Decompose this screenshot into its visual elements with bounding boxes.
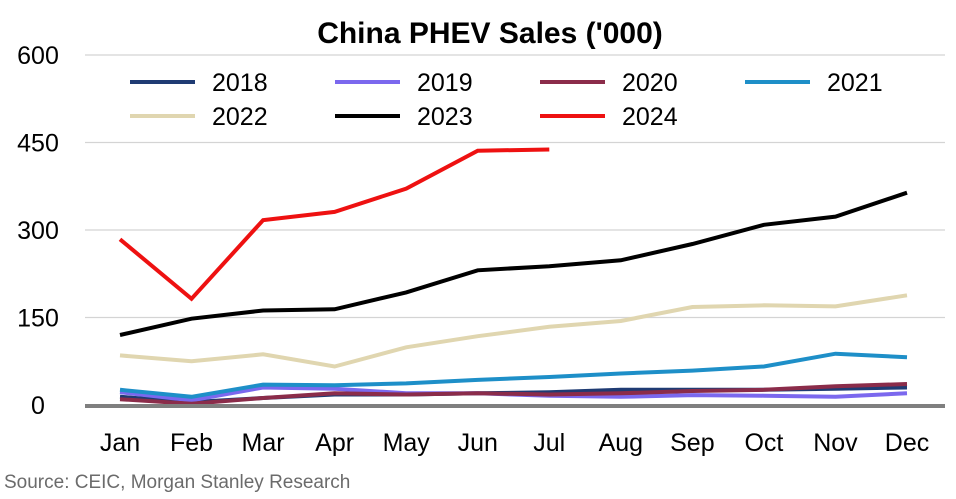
legend-item-2018: 2018 <box>130 69 268 97</box>
legend-item-2022: 2022 <box>130 103 268 131</box>
x-tick-label: May <box>383 429 431 457</box>
x-tick-label: Jun <box>458 429 498 457</box>
legend-item-2019: 2019 <box>335 69 473 97</box>
x-axis-ticks: Jan Feb Mar Apr May Jun Jul Aug Sep Oct Nov Dec <box>100 429 929 457</box>
legend-label: 2024 <box>622 103 678 131</box>
x-tick-label: Jul <box>533 429 565 457</box>
x-tick-label: Mar <box>242 429 285 457</box>
series-line-2024 <box>118 147 550 302</box>
legend-item-2021: 2021 <box>745 69 883 97</box>
legend-label: 2022 <box>212 103 268 131</box>
y-tick-label: 0 <box>31 392 45 420</box>
y-tick-label: 300 <box>17 217 59 245</box>
legend-label: 2018 <box>212 69 268 97</box>
y-tick-label: 450 <box>17 130 59 158</box>
x-tick-label: Jan <box>100 429 140 457</box>
y-axis-ticks: 0 150 300 450 600 <box>17 42 59 420</box>
legend-label: 2020 <box>622 69 678 97</box>
gridlines <box>85 54 945 319</box>
legend-item-2020: 2020 <box>540 69 678 97</box>
y-tick-label: 600 <box>17 42 59 70</box>
series-line-2020 <box>119 382 908 406</box>
legend-label: 2021 <box>827 69 883 97</box>
legend-label: 2023 <box>417 103 473 131</box>
line-chart: China PHEV Sales ('000) 0 150 300 450 600 Ja… <box>17 17 945 457</box>
series-line-2022 <box>119 293 908 369</box>
x-tick-label: Oct <box>744 429 783 457</box>
x-tick-label: Dec <box>885 429 929 457</box>
x-tick-label: Feb <box>170 429 213 457</box>
series-lines <box>118 147 908 406</box>
source-note: Source: CEIC, Morgan Stanley Research <box>4 472 351 493</box>
legend-item-2024: 2024 <box>540 103 678 131</box>
series-line-2023 <box>119 190 908 337</box>
legend-label: 2019 <box>417 69 473 97</box>
x-tick-label: Sep <box>670 429 714 457</box>
series-line-2021 <box>119 351 908 399</box>
x-tick-label: Apr <box>315 429 354 457</box>
x-tick-label: Aug <box>599 429 643 457</box>
x-tick-label: Nov <box>813 429 858 457</box>
y-tick-label: 150 <box>17 305 59 333</box>
chart-title: China PHEV Sales ('000) <box>317 17 663 50</box>
legend-item-2023: 2023 <box>335 103 473 131</box>
legend: 2018 2019 2020 2021 2022 2023 2024 <box>130 69 883 131</box>
